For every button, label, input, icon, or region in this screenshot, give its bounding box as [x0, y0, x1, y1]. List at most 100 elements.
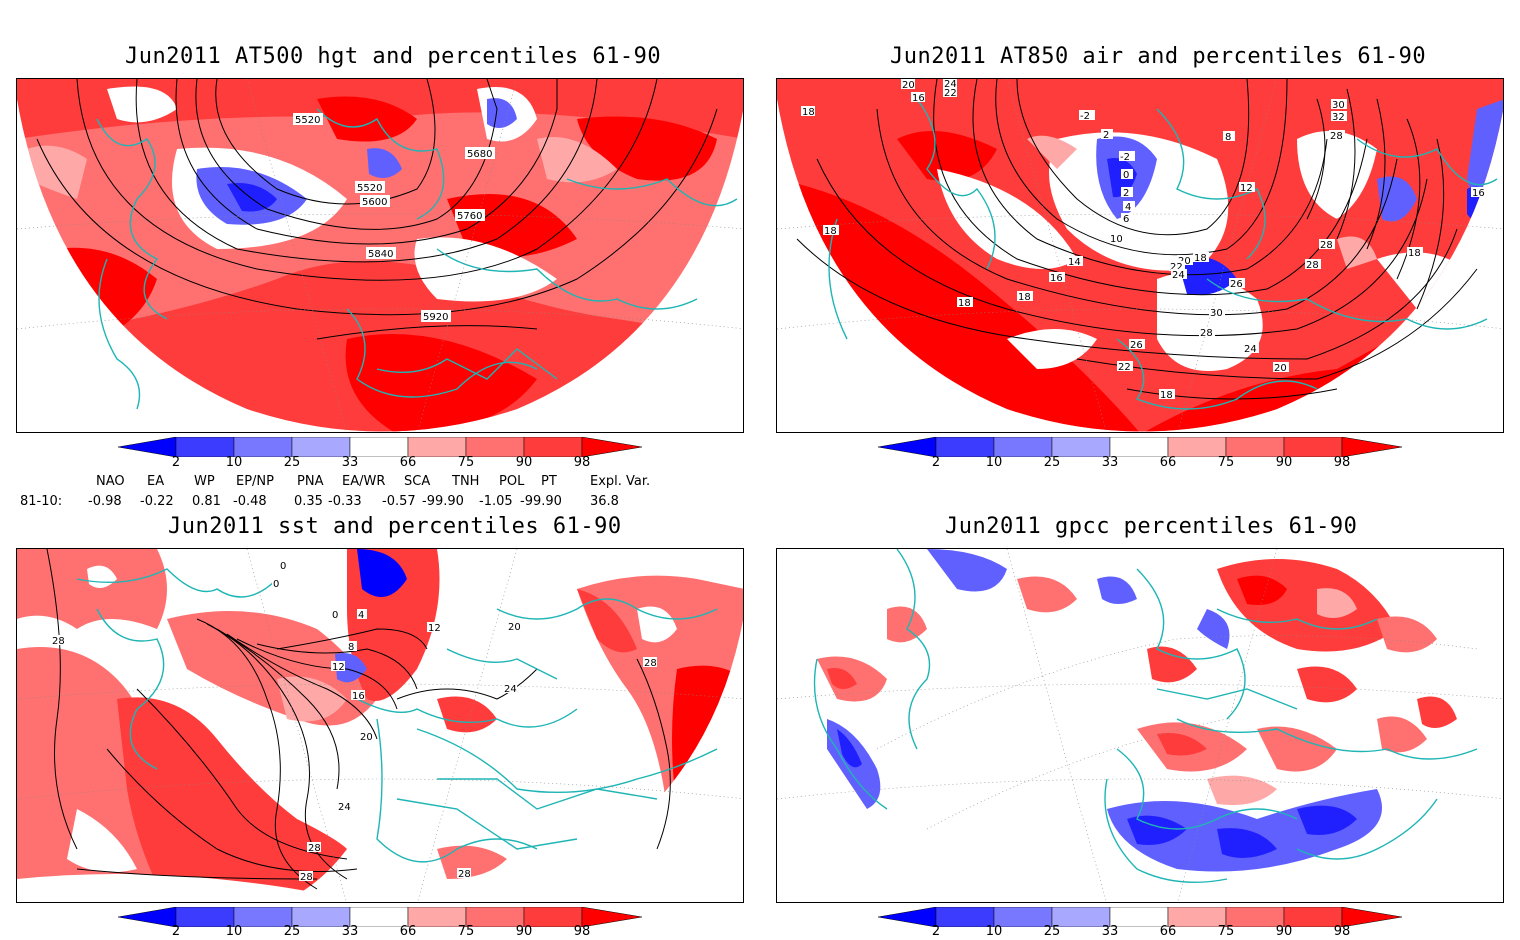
index-value: -0.57 [382, 494, 416, 509]
panel2-map: 20 24 22 16 18 -2 2 -2 0 2 4 6 8 10 12 1… [776, 78, 1504, 433]
svg-text:-2: -2 [1080, 111, 1090, 122]
svg-text:28: 28 [644, 658, 657, 669]
svg-text:30: 30 [1210, 308, 1223, 319]
index-value: -1.05 [479, 494, 513, 509]
svg-text:5840: 5840 [368, 249, 393, 260]
svg-text:4: 4 [1125, 202, 1131, 213]
svg-text:2: 2 [1103, 130, 1109, 141]
svg-text:4: 4 [358, 610, 364, 621]
colorbar-tick: 25 [1043, 455, 1061, 470]
colorbar-panel3: 2 10 25 33 66 75 90 98 [117, 906, 644, 940]
svg-text:18: 18 [824, 226, 837, 237]
colorbar-tick: 75 [457, 455, 475, 470]
index-value: -0.98 [88, 494, 122, 509]
colorbar-tick: 98 [573, 455, 591, 470]
svg-text:18: 18 [1018, 292, 1031, 303]
svg-text:16: 16 [1050, 273, 1063, 284]
svg-text:5760: 5760 [457, 211, 482, 222]
colorbar-tick: 90 [515, 924, 533, 939]
svg-text:14: 14 [1068, 257, 1081, 268]
panel4-map [776, 548, 1504, 903]
svg-text:24: 24 [1172, 270, 1185, 281]
colorbar-tick: 33 [1101, 924, 1119, 939]
panel1-title: Jun2011 AT500 hgt and percentiles 61-90 [125, 44, 662, 69]
index-value: 36.8 [590, 494, 619, 509]
colorbar-tick: 66 [1159, 924, 1177, 939]
index-header: PNA [297, 474, 324, 489]
svg-text:28: 28 [300, 872, 313, 883]
svg-text:18: 18 [1408, 248, 1421, 259]
colorbar-tick: 25 [1043, 924, 1061, 939]
colorbar-tick: 10 [985, 924, 1003, 939]
colorbar-tick: 10 [985, 455, 1003, 470]
colorbar-panel4: 2 10 25 33 66 75 90 98 [877, 906, 1404, 940]
svg-text:26: 26 [1130, 340, 1143, 351]
panel3-title: Jun2011 sst and percentiles 61-90 [168, 514, 622, 539]
index-header: EP/NP [236, 474, 274, 489]
svg-text:0: 0 [332, 610, 338, 621]
index-header: EA/WR [342, 474, 386, 489]
svg-text:28: 28 [1306, 260, 1319, 271]
svg-text:18: 18 [958, 298, 971, 309]
svg-text:24: 24 [504, 684, 517, 695]
colorbar-tick: 2 [171, 924, 181, 939]
svg-text:12: 12 [428, 623, 441, 634]
colorbar-tick: 10 [225, 455, 243, 470]
svg-text:18: 18 [1160, 390, 1173, 401]
svg-text:5680: 5680 [467, 149, 492, 160]
colorbar-panel2: 2 10 25 33 66 75 90 98 [877, 436, 1404, 477]
svg-text:24: 24 [1244, 344, 1257, 355]
svg-text:18: 18 [1194, 253, 1207, 264]
panel3-map: 0 0 0 8 4 12 16 20 24 28 28 28 12 20 24 … [16, 548, 744, 903]
svg-text:5520: 5520 [295, 115, 320, 126]
index-header: Expl. Var. [590, 474, 651, 489]
svg-text:-2: -2 [1120, 152, 1130, 163]
svg-text:2: 2 [1123, 188, 1129, 199]
svg-text:20: 20 [508, 622, 521, 633]
svg-text:16: 16 [912, 93, 925, 104]
svg-text:22: 22 [944, 88, 957, 99]
svg-text:10: 10 [1110, 234, 1123, 245]
index-value: 0.35 [294, 494, 323, 509]
panel2-title: Jun2011 AT850 air and percentiles 61-90 [890, 44, 1427, 69]
svg-text:20: 20 [1274, 363, 1287, 374]
colorbar-tick: 25 [283, 455, 301, 470]
svg-text:0: 0 [280, 561, 286, 572]
svg-text:20: 20 [902, 80, 915, 91]
colorbar-tick: 75 [1217, 455, 1235, 470]
colorbar-tick: 33 [341, 924, 359, 939]
svg-text:28: 28 [1330, 131, 1343, 142]
index-header: PT [541, 474, 557, 489]
colorbar-tick: 33 [341, 455, 359, 470]
colorbar-tick: 2 [171, 455, 181, 470]
svg-text:28: 28 [52, 636, 65, 647]
colorbar-tick: 90 [1275, 924, 1293, 939]
svg-text:5520: 5520 [357, 183, 382, 194]
colorbar-tick: 66 [1159, 455, 1177, 470]
svg-text:22: 22 [1118, 362, 1131, 373]
index-value: -0.22 [140, 494, 174, 509]
svg-text:28: 28 [458, 869, 471, 880]
svg-text:8: 8 [1225, 132, 1231, 143]
colorbar-tick: 25 [283, 924, 301, 939]
svg-text:0: 0 [273, 579, 279, 590]
colorbar-tick: 66 [399, 455, 417, 470]
index-header: SCA [404, 474, 431, 489]
panel2-contour-labels: 20 24 22 16 18 -2 2 -2 0 2 4 6 8 10 12 1… [801, 79, 1487, 401]
svg-text:20: 20 [360, 732, 373, 743]
svg-text:32: 32 [1332, 112, 1345, 123]
panel3-contour-labels: 0 0 0 8 4 12 16 20 24 28 28 28 12 20 24 … [51, 560, 657, 883]
svg-text:12: 12 [332, 662, 345, 673]
svg-text:18: 18 [802, 107, 815, 118]
index-header: NAO [96, 474, 125, 489]
colorbar-tick: 90 [515, 455, 533, 470]
index-value: 0.81 [192, 494, 221, 509]
svg-text:0: 0 [1123, 170, 1129, 181]
svg-text:5920: 5920 [423, 312, 448, 323]
svg-text:26: 26 [1230, 279, 1243, 290]
colorbar-tick: 98 [1333, 455, 1351, 470]
index-header: EA [147, 474, 165, 489]
colorbar-tick: 2 [931, 455, 941, 470]
index-row-label: 81-10: [20, 494, 63, 509]
index-value: -99.90 [422, 494, 464, 509]
